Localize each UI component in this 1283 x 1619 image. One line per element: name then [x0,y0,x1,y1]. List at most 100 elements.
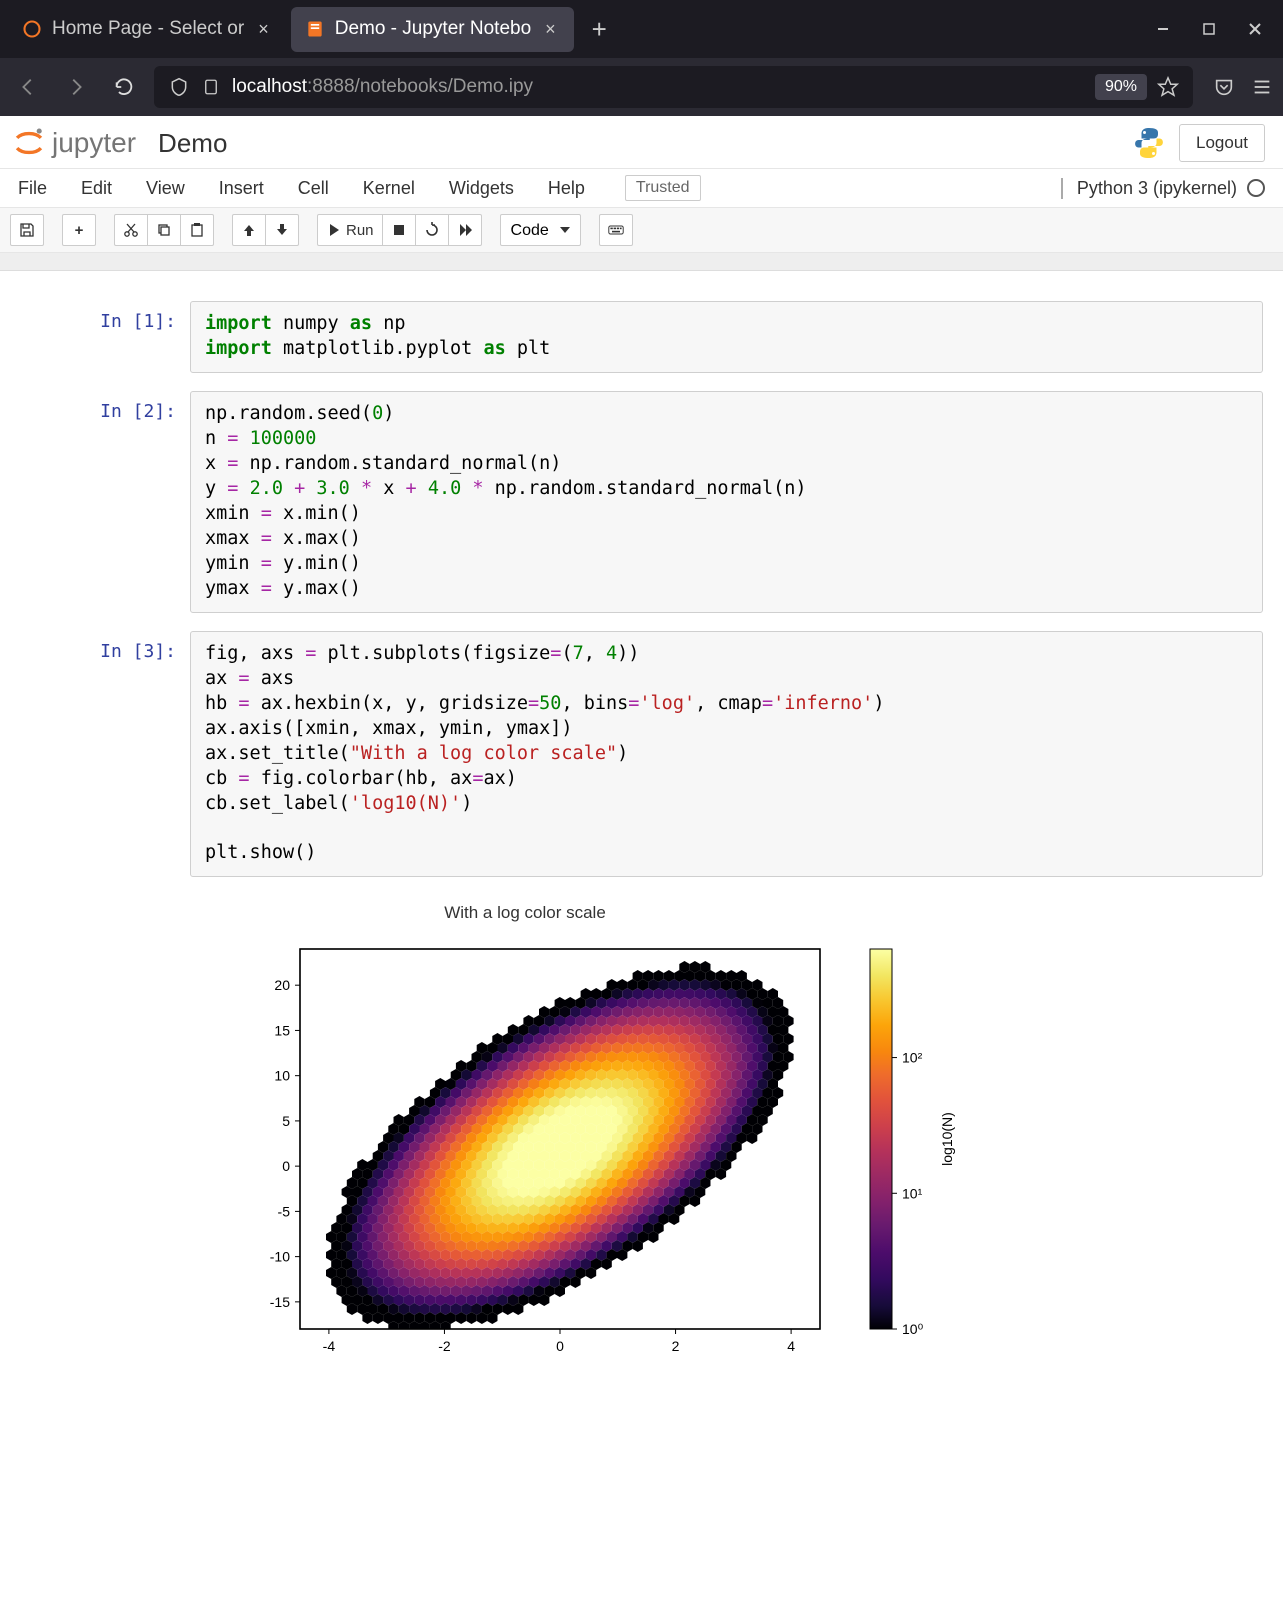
menu-view[interactable]: View [146,178,185,199]
toolbar: + [0,208,1283,253]
kernel-info: Python 3 (ipykernel) [1061,178,1265,199]
code-cell[interactable]: In [2]:np.random.seed(0) n = 100000 x = … [20,391,1263,613]
svg-text:2: 2 [672,1338,680,1354]
tab-title: Demo - Jupyter Notebo [335,18,531,40]
code-content: import numpy as np import matplotlib.pyp… [205,312,1248,362]
window-controls [1143,9,1275,49]
menu-icon[interactable] [1251,76,1273,98]
cell-type-select[interactable]: Code [500,214,581,246]
restart-button[interactable] [415,214,449,246]
close-icon[interactable]: × [541,17,560,42]
plot-title: With a log color scale [230,903,820,923]
jupyter-logo-icon [12,126,46,160]
menubar: File Edit View Insert Cell Kernel Widget… [0,169,1283,208]
edit-group [114,214,214,246]
menu-file[interactable]: File [18,178,47,199]
maximize-button[interactable] [1189,9,1229,49]
move-down-button[interactable] [265,214,299,246]
code-cell[interactable]: In [3]:fig, axs = plt.subplots(figsize=(… [20,631,1263,878]
svg-text:10²: 10² [902,1050,923,1066]
menu-widgets[interactable]: Widgets [449,178,514,199]
svg-text:-15: -15 [270,1294,290,1310]
input-area[interactable]: import numpy as np import matplotlib.pyp… [190,301,1263,373]
header-right: Logout [1131,124,1265,162]
jupyter-icon [22,19,42,39]
star-icon[interactable] [1157,76,1179,98]
browser-window: Home Page - Select or × Demo - Jupyter N… [0,0,1283,1619]
svg-text:10⁰: 10⁰ [902,1321,924,1337]
trusted-badge[interactable]: Trusted [625,175,701,201]
reload-button[interactable] [106,69,142,105]
menu-kernel[interactable]: Kernel [363,178,415,199]
svg-text:log10(N): log10(N) [939,1113,955,1167]
menu-insert[interactable]: Insert [219,178,264,199]
browser-tab-1[interactable]: Home Page - Select or × [8,7,287,52]
notebook-icon [305,19,325,39]
move-group [232,214,299,246]
svg-text:-2: -2 [438,1338,451,1354]
zoom-badge[interactable]: 90% [1095,74,1147,100]
code-content: fig, axs = plt.subplots(figsize=(7, 4)) … [205,642,1248,867]
code-content: np.random.seed(0) n = 100000 x = np.rand… [205,402,1248,602]
page-content: jupyter Demo Logout File Edit View [0,116,1283,1619]
svg-text:5: 5 [282,1113,290,1129]
jupyter-header: jupyter Demo Logout [0,116,1283,169]
logout-button[interactable]: Logout [1179,124,1265,162]
run-group: Run [317,214,482,246]
minimize-button[interactable] [1143,9,1183,49]
plot-svg: -4-2024-15-10-50510152010⁰10¹10²log10(N) [230,929,972,1369]
url-bar: localhost:8888/notebooks/Demo.ipy 90% [0,58,1283,116]
jupyter-logo[interactable]: jupyter [12,126,136,160]
menu-edit[interactable]: Edit [81,178,112,199]
toolbar-spacer [0,253,1283,271]
input-area[interactable]: fig, axs = plt.subplots(figsize=(7, 4)) … [190,631,1263,878]
prompt: In [1]: [20,301,190,373]
move-up-button[interactable] [232,214,266,246]
menu-help[interactable]: Help [548,178,585,199]
back-button[interactable] [10,69,46,105]
svg-text:15: 15 [274,1023,290,1039]
hexbin-plot: With a log color scale -4-2024-15-10-505… [230,903,1263,1369]
save-button[interactable] [10,214,44,246]
forward-button[interactable] [58,69,94,105]
kernel-name: Python 3 (ipykernel) [1077,178,1237,199]
svg-text:0: 0 [556,1338,564,1354]
jupyter-logo-text: jupyter [52,127,136,159]
new-tab-button[interactable]: + [578,10,621,49]
copy-button[interactable] [147,214,181,246]
tab-bar: Home Page - Select or × Demo - Jupyter N… [0,0,1283,58]
notebook-name[interactable]: Demo [158,128,227,159]
run-button[interactable]: Run [317,214,383,246]
shield-icon [168,76,190,98]
prompt: In [3]: [20,631,190,878]
svg-text:10¹: 10¹ [902,1186,923,1202]
tab-title: Home Page - Select or [52,18,244,40]
add-cell-button[interactable]: + [62,214,96,246]
close-window-button[interactable] [1235,9,1275,49]
restart-run-all-button[interactable] [448,214,482,246]
output-cell: With a log color scale -4-2024-15-10-505… [20,895,1263,1369]
url-field[interactable]: localhost:8888/notebooks/Demo.ipy 90% [154,66,1193,108]
menu-cell[interactable]: Cell [298,178,329,199]
url-text: localhost:8888/notebooks/Demo.ipy [232,76,533,98]
command-palette-button[interactable] [599,214,633,246]
notebook-area: In [1]: import numpy as np import matplot… [0,271,1283,1427]
cut-button[interactable] [114,214,148,246]
pocket-icon[interactable] [1213,76,1235,98]
prompt: In [2]: [20,391,190,613]
browser-tab-2[interactable]: Demo - Jupyter Notebo × [291,7,574,52]
close-icon[interactable]: × [254,17,273,42]
url-bar-right [1213,76,1273,98]
code-cell[interactable]: In [1]: import numpy as np import matplot… [20,301,1263,373]
input-area[interactable]: np.random.seed(0) n = 100000 x = np.rand… [190,391,1263,613]
python-logo-icon [1131,125,1167,161]
paste-button[interactable] [180,214,214,246]
svg-text:20: 20 [274,978,290,994]
kernel-indicator-icon [1247,179,1265,197]
svg-text:10: 10 [274,1068,290,1084]
svg-text:-5: -5 [278,1204,291,1220]
interrupt-button[interactable] [382,214,416,246]
output-area: With a log color scale -4-2024-15-10-505… [190,895,1263,1369]
svg-text:-4: -4 [323,1338,336,1354]
page-icon [200,76,222,98]
